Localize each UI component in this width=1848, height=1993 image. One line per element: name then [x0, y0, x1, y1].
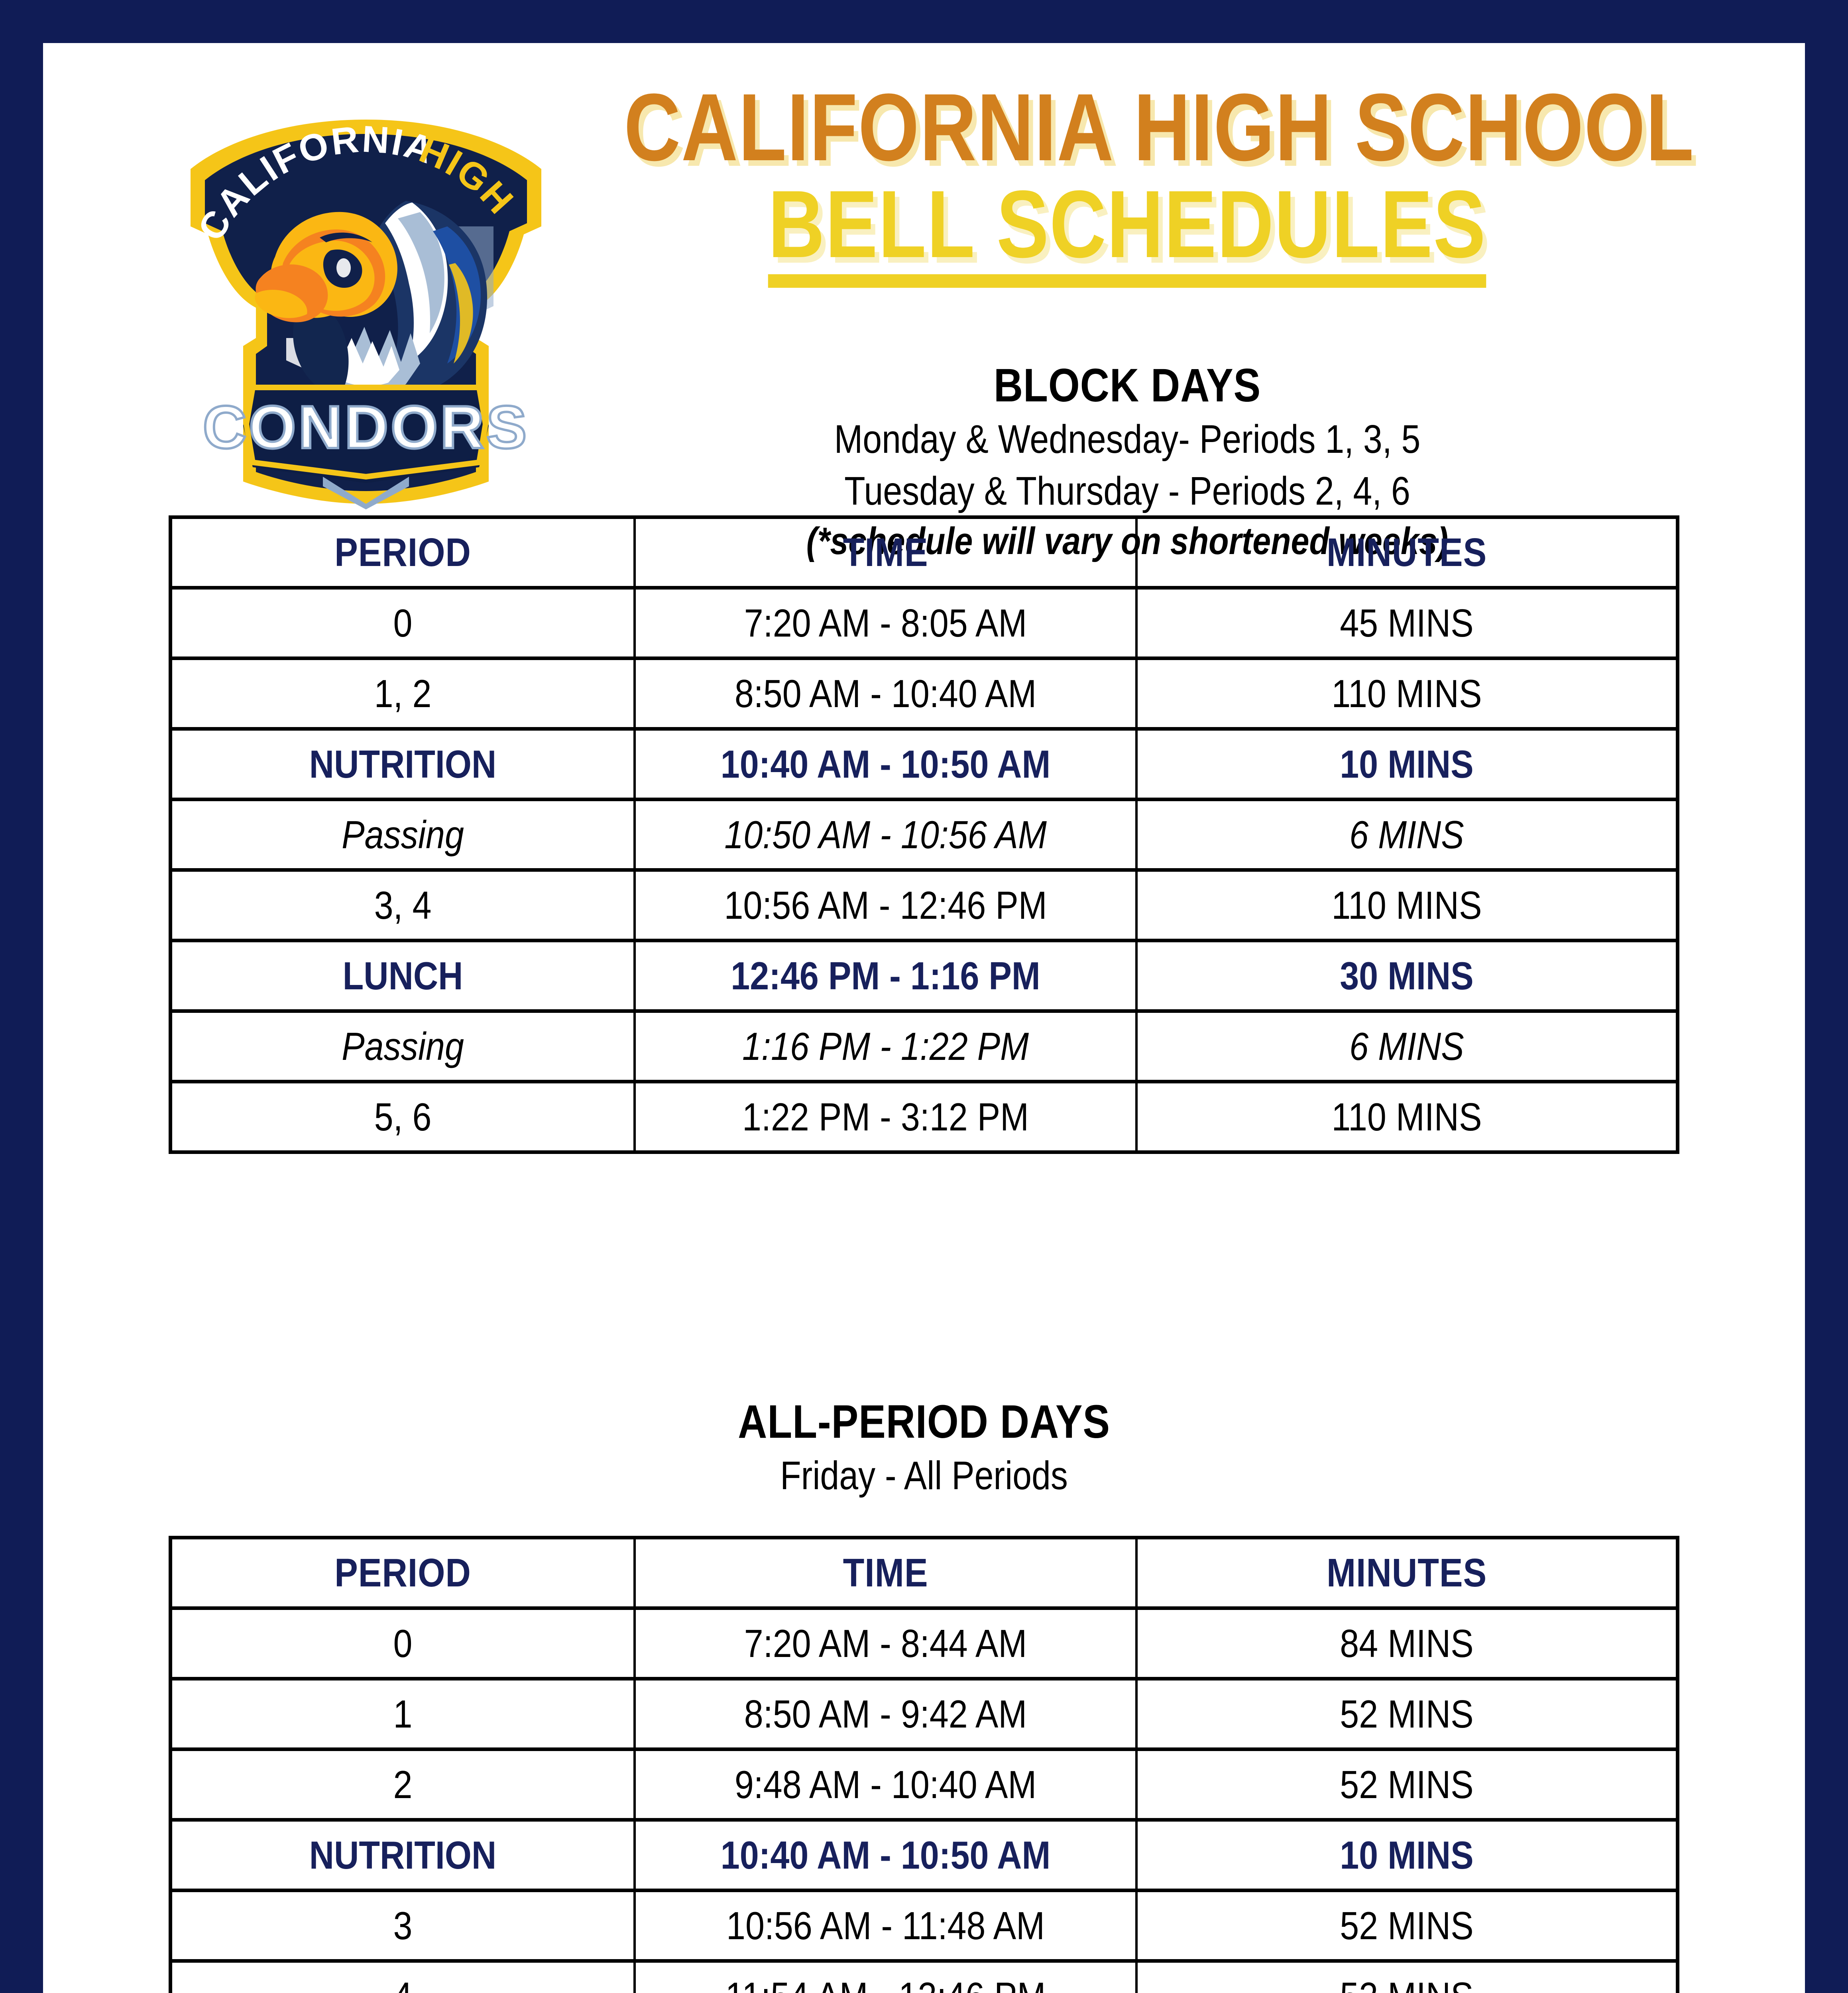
table-row: 3 10:56 AM - 11:48 AM 52 MINS	[169, 1889, 1679, 1963]
cell-period: 5, 6	[169, 1080, 636, 1154]
logo-banner-text: CONDORS	[203, 393, 529, 461]
table-row: 3, 4 10:56 AM - 12:46 PM 110 MINS	[169, 868, 1679, 942]
cell-minutes: 6 MINS	[1135, 1009, 1679, 1083]
table-row-nutrition: NUTRITION 10:40 AM - 10:50 AM 10 MINS	[169, 727, 1679, 801]
page-title-line2: BELL SCHEDULES	[768, 176, 1486, 288]
cell-period: 1	[169, 1677, 636, 1751]
block-days-table: PERIOD TIME MINUTES 0 7:20 AM - 8:05 AM …	[169, 515, 1679, 1154]
cell-period: 0	[169, 586, 636, 660]
cell-minutes: 110 MINS	[1135, 868, 1679, 942]
table-row-passing: Passing 1:16 PM - 1:22 PM 6 MINS	[169, 1009, 1679, 1083]
cell-time: 10:40 AM - 10:50 AM	[633, 1818, 1138, 1892]
cell-time: 8:50 AM - 9:42 AM	[633, 1677, 1138, 1751]
col-header-minutes: MINUTES	[1135, 1537, 1679, 1610]
table-row: 0 7:20 AM - 8:05 AM 45 MINS	[169, 586, 1679, 660]
cell-period: 3, 4	[169, 868, 636, 942]
table-row: 1 8:50 AM - 9:42 AM 52 MINS	[169, 1677, 1679, 1751]
cell-minutes: 10 MINS	[1135, 1818, 1679, 1892]
cell-time: 9:48 AM - 10:40 AM	[633, 1747, 1138, 1822]
cell-time: 12:46 PM - 1:16 PM	[633, 939, 1138, 1013]
cell-period: 0	[169, 1606, 636, 1680]
table-row: 4 11:54 AM - 12:46 PM 52 MINS	[169, 1959, 1679, 1993]
table-row-passing: Passing 10:50 AM - 10:56 AM 6 MINS	[169, 798, 1679, 872]
col-header-period: PERIOD	[169, 517, 636, 590]
block-days-subline-1: Monday & Wednesday- Periods 1, 3, 5	[834, 417, 1421, 462]
col-header-time: TIME	[633, 1537, 1138, 1610]
table-row: 0 7:20 AM - 8:44 AM 84 MINS	[169, 1606, 1679, 1680]
table-header-row: PERIOD TIME MINUTES	[169, 1537, 1679, 1610]
col-header-minutes: MINUTES	[1135, 517, 1679, 590]
all-period-days-heading-group: ALL-PERIOD DAYS Friday - All Periods	[169, 1394, 1679, 1502]
cell-period: 3	[169, 1889, 636, 1963]
cell-time: 8:50 AM - 10:40 AM	[633, 656, 1138, 731]
cell-period: Passing	[169, 798, 636, 872]
table-header-row: PERIOD TIME MINUTES	[169, 517, 1679, 590]
page-title-line1: CALIFORNIA HIGH SCHOOL	[624, 74, 1695, 181]
block-days-table-wrap: PERIOD TIME MINUTES 0 7:20 AM - 8:05 AM …	[169, 515, 1679, 1154]
cell-period: NUTRITION	[169, 1818, 636, 1892]
cell-minutes: 84 MINS	[1135, 1606, 1679, 1680]
page-title-line2-wrap: BELL SCHEDULES	[513, 176, 1741, 288]
table-row: 1, 2 8:50 AM - 10:40 AM 110 MINS	[169, 656, 1679, 731]
all-period-days-subline-1: Friday - All Periods	[780, 1453, 1068, 1498]
condor-crest-icon: CALIFORNIA HIGH	[190, 118, 541, 509]
cell-period: 2	[169, 1747, 636, 1822]
all-period-days-table: PERIOD TIME MINUTES 0 7:20 AM - 8:44 AM …	[169, 1536, 1679, 1993]
cell-time: 1:16 PM - 1:22 PM	[633, 1009, 1138, 1083]
cell-time: 7:20 AM - 8:05 AM	[633, 586, 1138, 660]
block-days-subline-2: Tuesday & Thursday - Periods 2, 4, 6	[844, 469, 1410, 514]
flyer-page: CALIFORNIA HIGH	[43, 43, 1805, 1993]
table-row: 2 9:48 AM - 10:40 AM 52 MINS	[169, 1747, 1679, 1822]
school-logo: CALIFORNIA HIGH	[167, 107, 565, 509]
cell-time: 7:20 AM - 8:44 AM	[633, 1606, 1138, 1680]
cell-time: 1:22 PM - 3:12 PM	[633, 1080, 1138, 1154]
cell-period: LUNCH	[169, 939, 636, 1013]
cell-minutes: 52 MINS	[1135, 1677, 1679, 1751]
cell-time: 10:56 AM - 11:48 AM	[633, 1889, 1138, 1963]
block-days-title: BLOCK DAYS	[993, 359, 1261, 412]
header: CALIFORNIA HIGH	[43, 43, 1805, 562]
col-header-time: TIME	[633, 517, 1138, 590]
cell-time: 10:50 AM - 10:56 AM	[633, 798, 1138, 872]
title-block: CALIFORNIA HIGH SCHOOL BELL SCHEDULES	[513, 74, 1741, 288]
cell-minutes: 30 MINS	[1135, 939, 1679, 1013]
cell-minutes: 10 MINS	[1135, 727, 1679, 801]
cell-minutes: 52 MINS	[1135, 1959, 1679, 1993]
cell-period: NUTRITION	[169, 727, 636, 801]
cell-minutes: 52 MINS	[1135, 1747, 1679, 1822]
cell-time: 10:40 AM - 10:50 AM	[633, 727, 1138, 801]
cell-minutes: 45 MINS	[1135, 586, 1679, 660]
cell-minutes: 52 MINS	[1135, 1889, 1679, 1963]
cell-time: 10:56 AM - 12:46 PM	[633, 868, 1138, 942]
cell-period: Passing	[169, 1009, 636, 1083]
cell-minutes: 110 MINS	[1135, 1080, 1679, 1154]
table-row-lunch: LUNCH 12:46 PM - 1:16 PM 30 MINS	[169, 939, 1679, 1013]
col-header-period: PERIOD	[169, 1537, 636, 1610]
table-row-nutrition: NUTRITION 10:40 AM - 10:50 AM 10 MINS	[169, 1818, 1679, 1892]
cell-minutes: 6 MINS	[1135, 798, 1679, 872]
cell-period: 4	[169, 1959, 636, 1993]
cell-minutes: 110 MINS	[1135, 656, 1679, 731]
all-period-days-table-wrap: PERIOD TIME MINUTES 0 7:20 AM - 8:44 AM …	[169, 1536, 1679, 1993]
all-period-days-title: ALL-PERIOD DAYS	[738, 1395, 1110, 1448]
cell-period: 1, 2	[169, 656, 636, 731]
cell-time: 11:54 AM - 12:46 PM	[633, 1959, 1138, 1993]
table-row: 5, 6 1:22 PM - 3:12 PM 110 MINS	[169, 1080, 1679, 1154]
